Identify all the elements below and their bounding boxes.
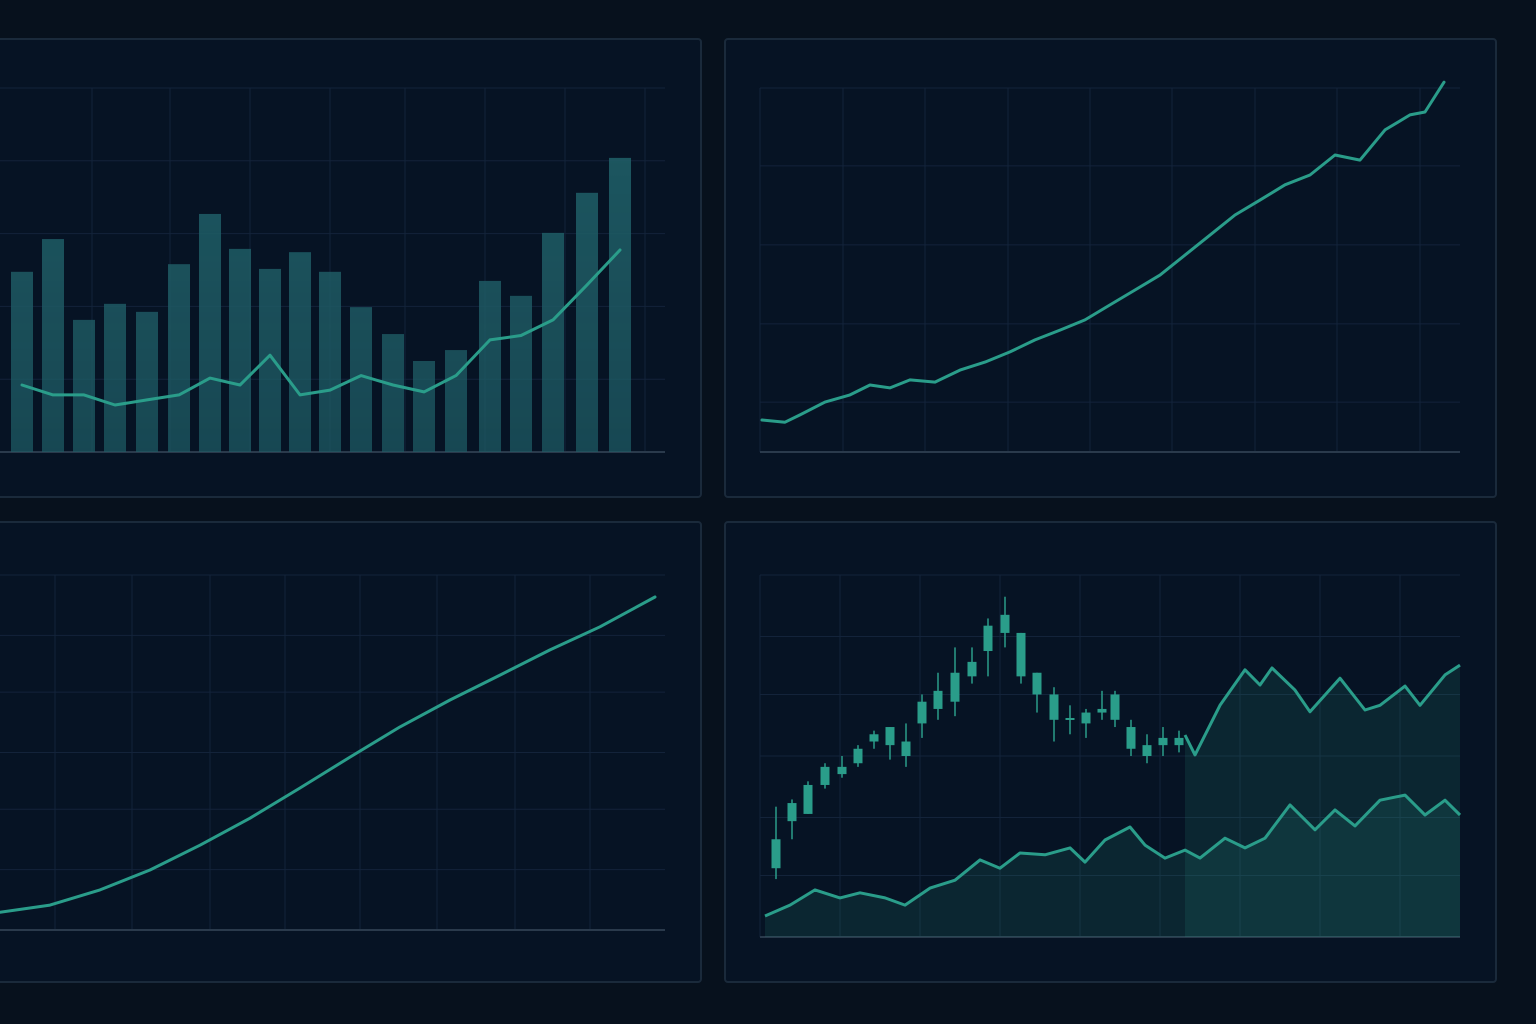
bar <box>319 271 341 452</box>
bar <box>229 248 251 452</box>
bar <box>445 350 467 452</box>
chart <box>759 80 1460 453</box>
chart <box>0 574 665 931</box>
candle-body <box>1097 708 1107 713</box>
line <box>760 80 1446 424</box>
candle-body <box>1000 614 1010 633</box>
candle-body <box>1174 737 1184 746</box>
line <box>0 595 657 914</box>
candle-body <box>983 625 993 652</box>
candle-body <box>1142 745 1152 756</box>
candle-body <box>771 839 781 869</box>
candle-body <box>820 766 830 785</box>
bar <box>350 307 372 452</box>
candle-body <box>787 803 797 822</box>
bar <box>289 252 311 452</box>
candle-body <box>1016 632 1026 677</box>
candle-body <box>1081 712 1091 724</box>
line <box>20 248 622 407</box>
candle-body <box>885 727 895 746</box>
candle-body <box>950 672 960 702</box>
bar <box>382 334 404 452</box>
bar <box>413 361 435 452</box>
panel <box>724 38 1497 498</box>
area-fill <box>1185 665 1460 937</box>
bar <box>136 311 158 452</box>
candle-body <box>1032 672 1042 695</box>
chart <box>759 574 1462 938</box>
bar <box>479 280 501 452</box>
candle-body <box>1158 737 1168 746</box>
candle-body <box>933 690 943 709</box>
chart <box>0 87 665 453</box>
candle-body <box>1065 717 1075 720</box>
candle-body <box>869 734 879 742</box>
bar <box>11 271 33 452</box>
candle-body <box>1049 694 1059 720</box>
line <box>1183 663 1461 757</box>
bar <box>259 268 281 452</box>
bar <box>510 295 532 452</box>
bar <box>576 192 598 452</box>
line <box>764 793 1462 918</box>
bar <box>104 303 126 452</box>
bar <box>73 319 95 452</box>
candle-body <box>1110 694 1120 720</box>
candle-body <box>853 748 863 764</box>
candle-body <box>803 784 813 814</box>
candle-body <box>967 661 977 677</box>
bar <box>168 264 190 452</box>
candle-body <box>837 766 847 775</box>
bar <box>199 213 221 452</box>
candle-body <box>917 701 927 724</box>
bar-group <box>11 157 631 452</box>
area-fill <box>765 795 1460 937</box>
bar <box>542 232 564 452</box>
candle-body <box>901 741 911 756</box>
bar <box>609 157 631 452</box>
candle-body <box>1126 727 1136 749</box>
bar <box>42 239 64 452</box>
